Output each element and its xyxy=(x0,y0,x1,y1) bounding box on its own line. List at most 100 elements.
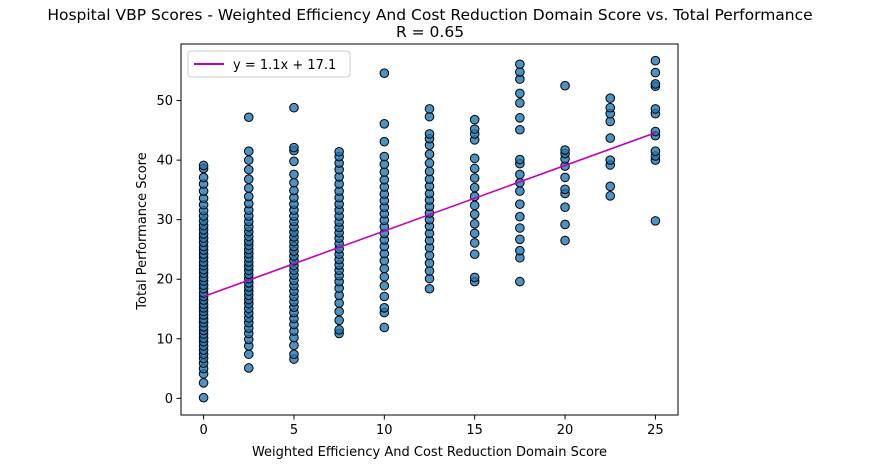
data-point xyxy=(605,102,616,113)
data-point xyxy=(424,283,435,294)
data-point xyxy=(560,235,570,246)
data-point xyxy=(334,315,344,326)
data-point xyxy=(424,149,435,159)
data-point xyxy=(469,228,480,239)
data-point xyxy=(515,154,525,165)
data-point xyxy=(650,67,661,78)
data-point xyxy=(198,392,209,403)
data-point xyxy=(334,325,344,335)
data-point xyxy=(469,114,480,125)
data-point xyxy=(650,104,661,114)
data-point xyxy=(243,146,254,156)
data-point xyxy=(243,349,254,360)
data-point xyxy=(379,119,390,129)
y-tick-label: 50 xyxy=(156,94,173,109)
y-tick-label: 10 xyxy=(156,332,173,347)
data-point xyxy=(289,156,299,167)
data-point xyxy=(379,291,390,302)
x-axis-label: Weighted Efficiency And Cost Reduction D… xyxy=(252,445,607,460)
data-point xyxy=(424,104,435,114)
data-point xyxy=(650,216,661,226)
data-point xyxy=(515,59,525,70)
data-point xyxy=(560,184,570,195)
data-point xyxy=(198,378,209,388)
y-axis-label: Total Performance Score xyxy=(135,152,150,310)
data-point xyxy=(469,173,480,183)
data-point xyxy=(560,202,570,212)
data-point xyxy=(515,245,525,256)
data-point xyxy=(289,142,299,153)
y-axis-ticks: 0 10 20 30 40 50 xyxy=(156,94,181,407)
data-point xyxy=(469,153,480,164)
data-point xyxy=(469,249,480,260)
data-point xyxy=(605,191,616,201)
data-point xyxy=(605,181,616,192)
y-tick-label: 0 xyxy=(165,392,173,407)
legend: y = 1.1x + 17.1 xyxy=(187,50,351,78)
data-points xyxy=(198,55,661,403)
regression-line xyxy=(203,131,656,298)
data-point xyxy=(334,306,344,317)
legend-box xyxy=(187,50,351,78)
data-point xyxy=(243,174,254,184)
data-point xyxy=(650,146,661,156)
data-point xyxy=(379,280,390,291)
data-point xyxy=(469,163,480,174)
data-point xyxy=(469,200,480,211)
data-point xyxy=(515,211,525,222)
data-point xyxy=(379,68,390,78)
data-point xyxy=(198,160,209,171)
x-tick-label: 15 xyxy=(466,423,483,438)
data-point xyxy=(289,349,299,360)
data-point xyxy=(560,145,570,155)
data-point xyxy=(469,238,480,248)
data-point xyxy=(515,88,525,99)
data-point xyxy=(560,219,570,230)
data-point xyxy=(379,303,390,313)
data-point xyxy=(469,209,480,220)
data-point xyxy=(424,158,435,168)
data-point xyxy=(515,223,525,233)
data-point xyxy=(650,55,661,66)
data-point xyxy=(198,172,209,183)
data-point xyxy=(289,169,299,180)
data-point xyxy=(560,80,570,91)
data-point xyxy=(243,183,254,193)
data-point xyxy=(515,186,525,196)
data-point xyxy=(515,276,525,287)
x-tick-label: 10 xyxy=(376,423,393,438)
data-point xyxy=(243,191,254,202)
data-point xyxy=(289,102,299,113)
data-point xyxy=(605,155,616,165)
x-tick-label: 25 xyxy=(647,423,664,438)
data-point xyxy=(515,199,525,209)
x-tick-label: 20 xyxy=(557,423,574,438)
plot-area-frame xyxy=(180,43,679,416)
data-point xyxy=(334,146,344,157)
data-point xyxy=(605,93,616,103)
y-tick-label: 30 xyxy=(156,213,173,228)
data-point xyxy=(515,98,525,108)
data-point xyxy=(379,136,390,147)
data-point xyxy=(379,272,390,282)
data-point xyxy=(515,169,525,180)
legend-label: y = 1.1x + 17.1 xyxy=(233,58,336,73)
data-point xyxy=(515,234,525,245)
data-point xyxy=(469,124,480,134)
data-point xyxy=(650,79,661,89)
x-tick-label: 5 xyxy=(290,423,298,438)
data-point xyxy=(243,363,254,373)
data-point xyxy=(560,172,570,183)
y-tick-label: 20 xyxy=(156,273,173,288)
data-point xyxy=(605,133,616,143)
data-point xyxy=(469,219,480,229)
data-point xyxy=(515,124,525,135)
data-point xyxy=(243,112,254,123)
y-tick-label: 40 xyxy=(156,154,173,169)
data-point xyxy=(424,129,435,139)
data-point xyxy=(515,113,525,123)
x-tick-label: 0 xyxy=(199,423,207,438)
data-point xyxy=(469,182,480,193)
x-axis-ticks: 0 5 10 15 20 25 xyxy=(199,415,664,438)
